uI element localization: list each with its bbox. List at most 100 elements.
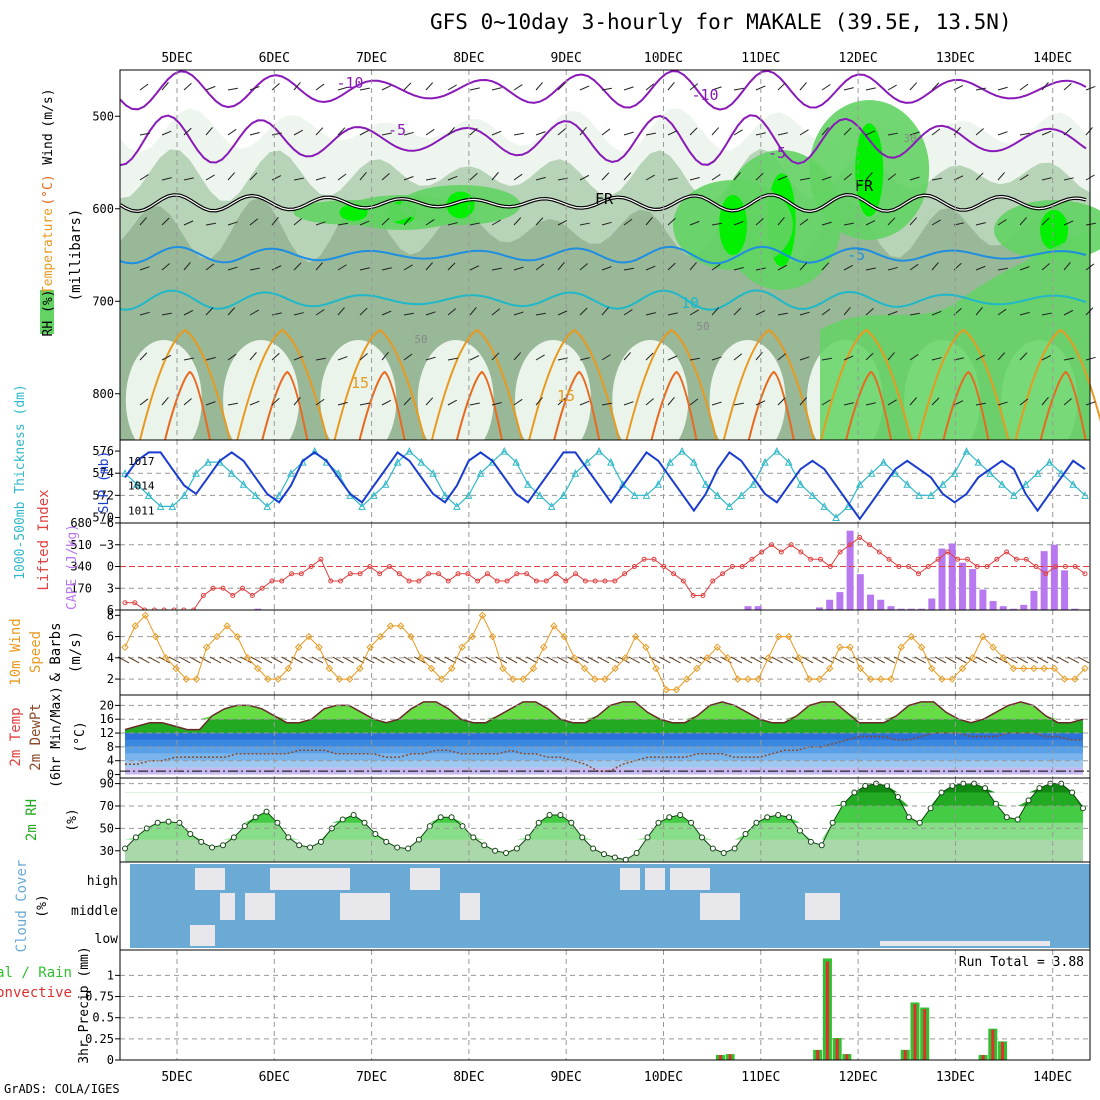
wind-speed-point bbox=[1050, 664, 1059, 673]
lifted-index-point bbox=[1043, 571, 1049, 577]
wind-barb bbox=[205, 85, 216, 91]
wind-barb-10m bbox=[679, 656, 691, 664]
wind-speed-line bbox=[124, 614, 1086, 691]
wind-barb bbox=[271, 132, 282, 136]
wind-barb bbox=[271, 312, 282, 316]
wind-speed-point bbox=[713, 643, 722, 651]
lifted-index-point bbox=[866, 542, 872, 548]
wind-barb-10m bbox=[444, 656, 457, 664]
wind-barb-10m bbox=[577, 656, 589, 664]
wind-barb-10m bbox=[168, 656, 181, 664]
rh-point bbox=[894, 794, 901, 801]
rh-point bbox=[361, 819, 368, 826]
wind-speed-point bbox=[243, 654, 252, 662]
cape-bar bbox=[1040, 551, 1048, 610]
wind-barb bbox=[645, 132, 656, 136]
wind-barb-10m bbox=[740, 656, 753, 664]
thickness-point bbox=[607, 458, 615, 466]
wind-barb bbox=[447, 84, 457, 91]
upper-air-ylabel-part: RH (%) bbox=[41, 290, 56, 337]
lifted-tick-label: 0 bbox=[107, 560, 114, 574]
lifted-index-point bbox=[1053, 564, 1059, 569]
rh-point bbox=[176, 819, 183, 826]
rh-point bbox=[731, 845, 738, 852]
wind-barb bbox=[381, 352, 389, 361]
date-label-top: 5DEC bbox=[161, 51, 192, 66]
wind-barb-10m bbox=[424, 656, 436, 664]
wind-barb bbox=[315, 309, 325, 316]
lifted-index-point bbox=[494, 578, 500, 584]
thickness-point bbox=[370, 491, 378, 499]
wind-barb bbox=[887, 217, 896, 226]
wind-barb bbox=[623, 267, 634, 271]
precip-convective-bar bbox=[981, 1055, 985, 1060]
wind-barb bbox=[381, 399, 392, 406]
lifted-index-point bbox=[406, 578, 412, 584]
wind-barb-10m bbox=[373, 656, 385, 664]
rh-point bbox=[405, 845, 412, 852]
wind-barb bbox=[623, 352, 631, 361]
thickness-point bbox=[773, 446, 781, 455]
cape-bar bbox=[989, 601, 997, 610]
wind-speed-point bbox=[877, 675, 885, 683]
wind-barb bbox=[755, 352, 763, 361]
wind-barb bbox=[667, 130, 678, 136]
thickness-point bbox=[144, 491, 153, 499]
wind-barb bbox=[227, 221, 238, 226]
upper-air-ylabel-part: Temperature bbox=[41, 208, 56, 294]
thickness-point bbox=[713, 491, 722, 499]
rh-tick-label: 70 bbox=[100, 799, 114, 813]
wind-barb bbox=[579, 85, 590, 91]
wind-barb bbox=[447, 175, 458, 181]
wind-barb-10m bbox=[628, 656, 640, 664]
wind-barb bbox=[205, 356, 216, 361]
wind-barb bbox=[909, 263, 919, 271]
wind-barb-10m bbox=[893, 656, 906, 664]
cloud-block bbox=[620, 868, 640, 890]
thickness-point bbox=[536, 491, 544, 499]
precip-convective-bar bbox=[991, 1029, 995, 1060]
wind-barb bbox=[931, 357, 942, 361]
rh-point bbox=[590, 845, 597, 852]
cape-bar bbox=[754, 606, 762, 610]
wind-barb bbox=[557, 397, 566, 406]
lifted-index-point bbox=[935, 556, 941, 562]
rh-point bbox=[307, 844, 314, 851]
cape-bar bbox=[1020, 604, 1028, 610]
lifted-index-point bbox=[955, 556, 961, 562]
wind-barb-10m bbox=[689, 656, 702, 664]
wind-speed-point bbox=[1020, 664, 1028, 673]
wind-barb bbox=[821, 399, 831, 406]
wind-barb bbox=[689, 220, 700, 226]
cloud-block bbox=[245, 893, 275, 920]
wind-barb bbox=[821, 221, 832, 226]
cape-bar bbox=[254, 608, 262, 610]
lifted-index-point bbox=[582, 578, 588, 584]
wind-speed-point bbox=[335, 675, 344, 683]
wind-speed-point bbox=[979, 632, 987, 641]
thickness-point bbox=[832, 513, 840, 521]
slp-line bbox=[124, 451, 1086, 521]
wind-barb bbox=[491, 219, 501, 226]
wind-barb bbox=[623, 401, 634, 406]
wind-speed-point bbox=[1030, 664, 1038, 673]
wind-barb bbox=[1085, 307, 1094, 316]
temp-tick-label: 0 bbox=[107, 768, 114, 782]
lifted-index-point bbox=[435, 571, 441, 577]
thickness-point bbox=[358, 502, 366, 510]
wind-barb bbox=[821, 308, 831, 316]
wind-barb bbox=[909, 354, 919, 361]
wind-barb bbox=[601, 128, 611, 136]
wind-barb-10m bbox=[526, 656, 538, 664]
wind-speed-point bbox=[774, 632, 783, 641]
cape-bar bbox=[877, 599, 885, 610]
rh-point bbox=[829, 819, 836, 826]
wind-barb bbox=[425, 82, 434, 91]
lifted-index-point bbox=[778, 549, 784, 555]
rh-axis-label: 2m RH bbox=[24, 799, 40, 841]
lifted-index-point bbox=[680, 578, 686, 584]
wind-barb bbox=[293, 262, 302, 271]
wind-barb bbox=[381, 85, 392, 91]
wind-barb-10m bbox=[301, 656, 314, 664]
wind-barb bbox=[931, 219, 941, 226]
